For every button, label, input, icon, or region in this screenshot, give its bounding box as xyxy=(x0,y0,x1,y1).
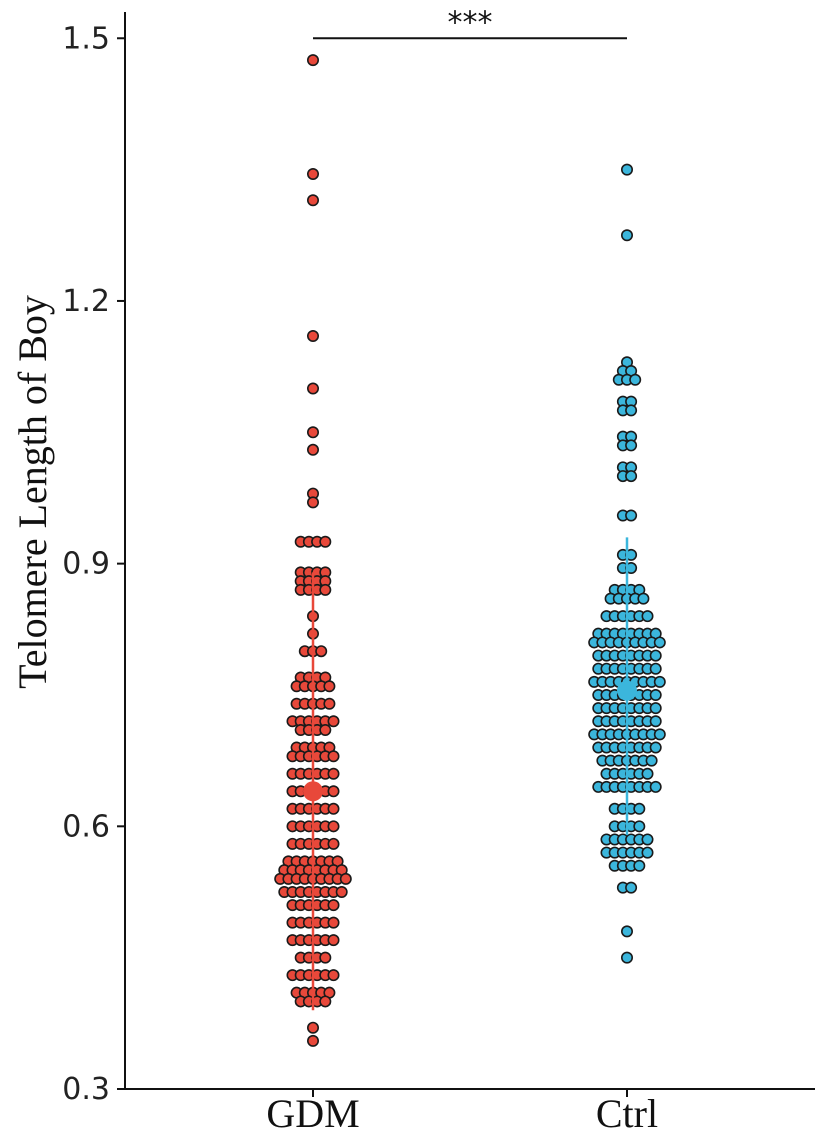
y-tick-label: 1.2 xyxy=(62,284,110,319)
data-point-ctrl xyxy=(633,859,646,872)
data-point-gdm xyxy=(327,715,340,728)
data-point-ctrl xyxy=(649,780,662,793)
data-point-gdm xyxy=(319,535,332,548)
axes xyxy=(124,12,815,1090)
data-point-ctrl xyxy=(641,833,654,846)
data-point-ctrl xyxy=(649,741,662,754)
data-point-gdm xyxy=(306,194,319,207)
summary-marks xyxy=(303,537,637,1011)
data-point-ctrl xyxy=(625,439,638,452)
y-ticks: 0.3 0.6 0.9 1.2 1.5 xyxy=(62,21,125,1107)
data-point-gdm xyxy=(323,680,336,693)
data-point-gdm xyxy=(327,916,340,929)
data-point-gdm xyxy=(306,382,319,395)
data-point-gdm xyxy=(335,885,348,898)
data-point-gdm xyxy=(319,723,332,736)
x-ticks: GDM Ctrl xyxy=(266,1089,658,1136)
data-point-gdm xyxy=(327,820,340,833)
data-point-gdm xyxy=(327,934,340,947)
x-category-label: Ctrl xyxy=(596,1091,658,1136)
data-point-gdm xyxy=(306,1034,319,1047)
y-tick-label: 0.3 xyxy=(62,1072,110,1107)
data-point-ctrl xyxy=(637,592,650,605)
data-point-ctrl xyxy=(625,509,638,522)
data-point-gdm xyxy=(323,697,336,710)
data-point-gdm xyxy=(306,426,319,439)
data-point-ctrl xyxy=(625,404,638,417)
data-point-gdm xyxy=(327,802,340,815)
data-point-ctrl xyxy=(649,688,662,701)
data-point-gdm xyxy=(319,583,332,596)
data-point-gdm xyxy=(306,167,319,180)
data-point-gdm xyxy=(306,54,319,67)
data-point-gdm xyxy=(319,995,332,1008)
y-tick-label: 0.9 xyxy=(62,547,110,582)
data-point-ctrl xyxy=(620,925,633,938)
data-point-ctrl xyxy=(625,881,638,894)
data-point-gdm xyxy=(327,969,340,982)
data-point-ctrl xyxy=(620,951,633,964)
x-category-label: GDM xyxy=(266,1091,359,1136)
data-point-ctrl xyxy=(653,675,666,688)
data-point-ctrl xyxy=(629,373,642,386)
data-point-gdm xyxy=(319,951,332,964)
data-point-gdm xyxy=(306,496,319,509)
y-axis-title: Telomere Length of Boy xyxy=(10,295,55,689)
mean-marker-gdm xyxy=(303,781,323,802)
data-point-ctrl xyxy=(641,767,654,780)
data-point-ctrl xyxy=(653,728,666,741)
data-point-ctrl xyxy=(653,636,666,649)
significance-bracket: *** xyxy=(313,5,627,40)
data-point-ctrl xyxy=(649,662,662,675)
data-points xyxy=(274,54,666,1047)
data-point-ctrl xyxy=(620,163,633,176)
data-point-gdm xyxy=(306,1021,319,1034)
data-point-gdm xyxy=(306,329,319,342)
significance-label: *** xyxy=(448,5,493,40)
data-point-gdm xyxy=(327,837,340,850)
y-tick-label: 1.5 xyxy=(62,21,110,56)
data-point-ctrl xyxy=(649,649,662,662)
data-point-ctrl xyxy=(645,754,658,767)
data-point-ctrl xyxy=(620,229,633,242)
data-point-gdm xyxy=(306,443,319,456)
data-point-gdm xyxy=(327,785,340,798)
data-point-ctrl xyxy=(641,846,654,859)
data-point-ctrl xyxy=(641,610,654,623)
data-point-ctrl xyxy=(649,715,662,728)
data-point-gdm xyxy=(327,767,340,780)
data-point-gdm xyxy=(327,899,340,912)
data-point-gdm xyxy=(315,645,328,658)
y-tick-label: 0.6 xyxy=(62,809,110,844)
data-point-gdm xyxy=(327,750,340,763)
mean-marker-ctrl xyxy=(617,680,637,701)
data-point-ctrl xyxy=(633,802,646,815)
data-point-ctrl xyxy=(625,470,638,483)
data-point-gdm xyxy=(339,872,352,885)
data-point-ctrl xyxy=(633,820,646,833)
data-point-ctrl xyxy=(649,702,662,715)
